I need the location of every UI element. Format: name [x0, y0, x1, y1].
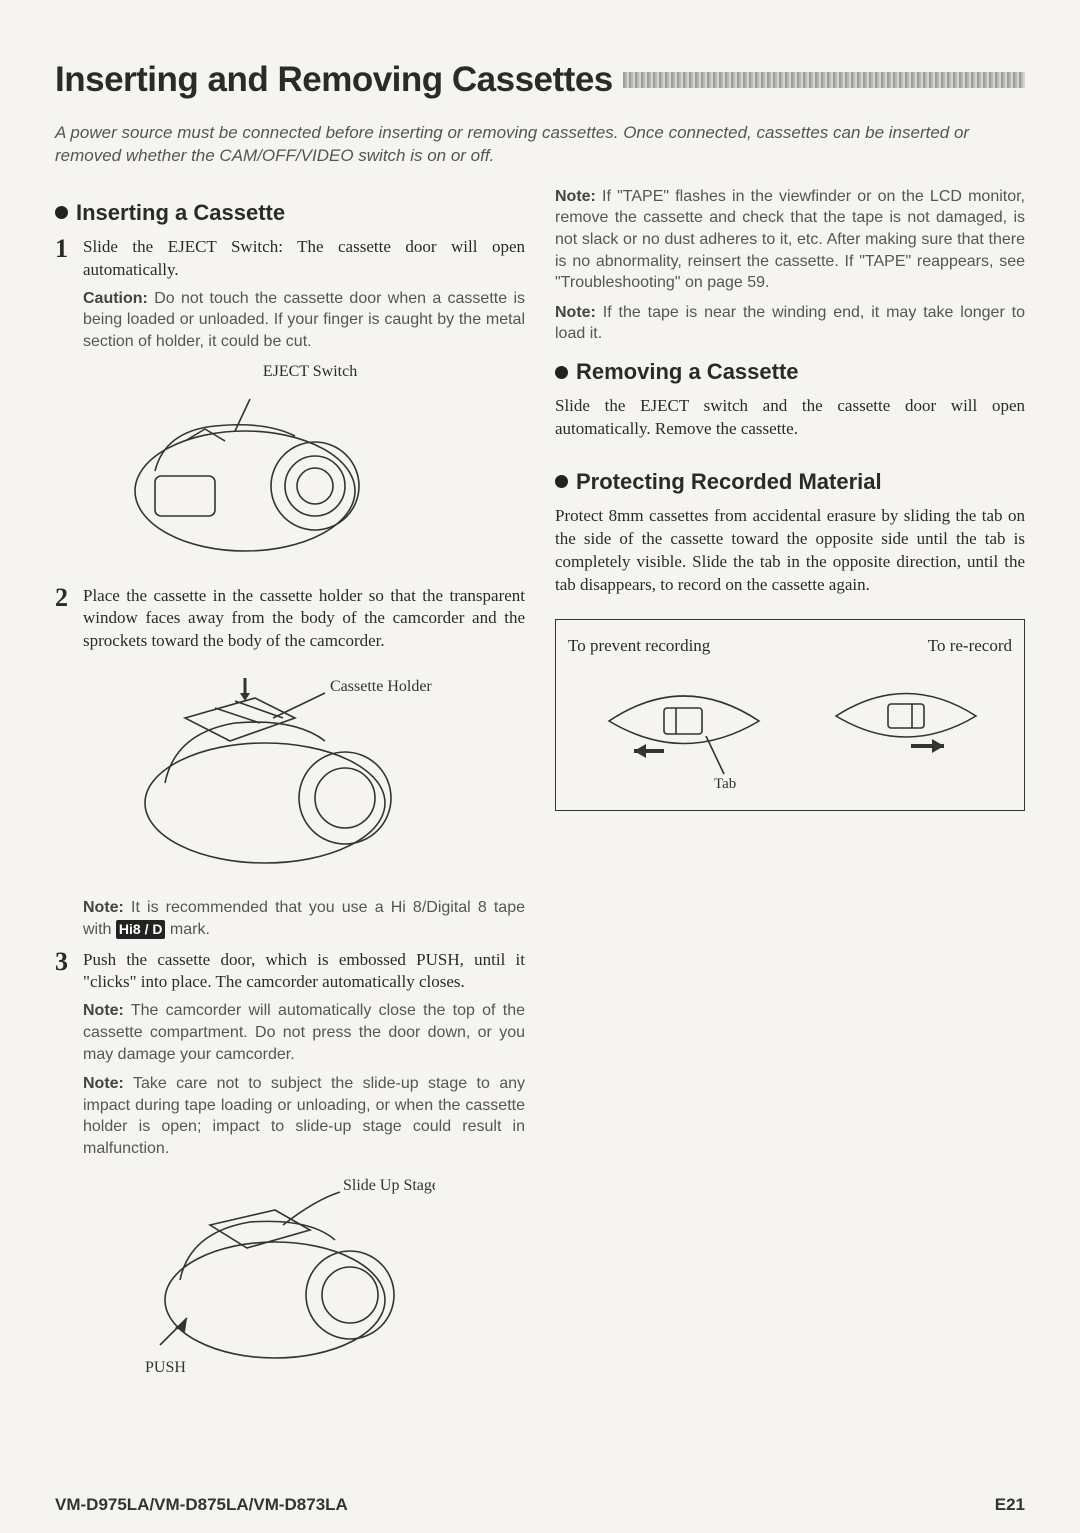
cassette-rerecord-icon: [826, 666, 986, 786]
figure-slide-up-stage: Slide Up Stage PUSH: [115, 1170, 525, 1380]
heading-removing-text: Removing a Cassette: [576, 359, 799, 385]
page-footer: VM-D975LA/VM-D875LA/VM-D873LA E21: [55, 1495, 1025, 1515]
heading-inserting-text: Inserting a Cassette: [76, 200, 285, 226]
figure-eject-switch: EJECT Switch: [95, 363, 525, 571]
heading-inserting: Inserting a Cassette: [55, 200, 525, 226]
step-number-1: 1: [55, 236, 75, 282]
intro-paragraph: A power source must be connected before …: [55, 122, 1025, 168]
footer-page-number: E21: [995, 1495, 1025, 1515]
bullet-icon: [555, 475, 568, 488]
two-column-layout: Inserting a Cassette 1 Slide the EJECT S…: [55, 186, 1025, 1394]
caution-label: Caution:: [83, 290, 148, 307]
tab-diagram-box: To prevent recording To re-record Tab: [555, 619, 1025, 811]
step-3-text: Push the cassette door, which is embosse…: [83, 949, 525, 995]
camcorder-illustration-3: Slide Up Stage PUSH: [115, 1170, 435, 1380]
bullet-icon: [555, 366, 568, 379]
step-2-text: Place the cassette in the cassette holde…: [83, 585, 525, 654]
step-1-text: Slide the EJECT Switch: The cassette doo…: [83, 236, 525, 282]
remove-paragraph: Slide the EJECT switch and the cassette …: [555, 395, 1025, 441]
note-wind-label: Note:: [555, 304, 596, 321]
note-3b-text: Take care not to subject the slide-up st…: [83, 1075, 525, 1157]
note-wind-text: If the tape is near the winding end, it …: [555, 304, 1025, 343]
heading-removing: Removing a Cassette: [555, 359, 1025, 385]
camcorder-illustration-2: Cassette Holder: [95, 663, 435, 883]
note-3b-label: Note:: [83, 1075, 124, 1092]
note-rec-tail: mark.: [165, 921, 209, 938]
heading-protecting-text: Protecting Recorded Material: [576, 469, 882, 495]
step-2: 2 Place the cassette in the cassette hol…: [55, 585, 525, 654]
note-recommended: Note: It is recommended that you use a H…: [55, 897, 525, 940]
title-rule: [623, 72, 1025, 88]
page-title-text: Inserting and Removing Cassettes: [55, 60, 613, 100]
note-3a: Note: The camcorder will automatically c…: [55, 1000, 525, 1065]
figure-1-label: EJECT Switch: [263, 363, 357, 380]
caution-1: Caution: Do not touch the cassette door …: [55, 288, 525, 353]
note-tape-label: Note:: [555, 188, 596, 205]
page-title: Inserting and Removing Cassettes: [55, 60, 1025, 100]
camcorder-illustration-1: [95, 381, 395, 571]
cassette-prevent-icon: Tab: [594, 666, 774, 796]
caution-1-text: Do not touch the cassette door when a ca…: [83, 290, 525, 350]
tab-row-labels: To prevent recording To re-record: [568, 636, 1012, 656]
note-tape-text: If "TAPE" flashes in the viewfinder or o…: [555, 188, 1025, 291]
figure-3-push-svg: PUSH: [145, 1359, 186, 1376]
step-number-2: 2: [55, 585, 75, 654]
note-winding: Note: If the tape is near the winding en…: [555, 302, 1025, 345]
figure-2-label-svg: Cassette Holder: [330, 678, 432, 695]
note-3a-label: Note:: [83, 1002, 124, 1019]
figure-3-label-svg: Slide Up Stage: [343, 1177, 435, 1194]
bullet-icon: [55, 206, 68, 219]
tab-figures: Tab: [568, 666, 1012, 796]
hi8-badge: Hi8 / D: [116, 920, 166, 939]
step-3: 3 Push the cassette door, which is embos…: [55, 949, 525, 995]
label-rerecord: To re-record: [928, 636, 1012, 656]
note-3a-text: The camcorder will automatically close t…: [83, 1002, 525, 1062]
note-rec-label: Note:: [83, 899, 124, 916]
label-prevent: To prevent recording: [568, 636, 710, 656]
step-number-3: 3: [55, 949, 75, 995]
protect-paragraph: Protect 8mm cassettes from accidental er…: [555, 505, 1025, 597]
footer-models: VM-D975LA/VM-D875LA/VM-D873LA: [55, 1495, 348, 1515]
step-1: 1 Slide the EJECT Switch: The cassette d…: [55, 236, 525, 282]
note-3b: Note: Take care not to subject the slide…: [55, 1073, 525, 1159]
tab-label-svg: Tab: [714, 776, 736, 792]
left-column: Inserting a Cassette 1 Slide the EJECT S…: [55, 186, 525, 1394]
note-tape: Note: If "TAPE" flashes in the viewfinde…: [555, 186, 1025, 294]
right-column: Note: If "TAPE" flashes in the viewfinde…: [555, 186, 1025, 1394]
heading-protecting: Protecting Recorded Material: [555, 469, 1025, 495]
figure-cassette-holder: Cassette Holder: [95, 663, 525, 883]
